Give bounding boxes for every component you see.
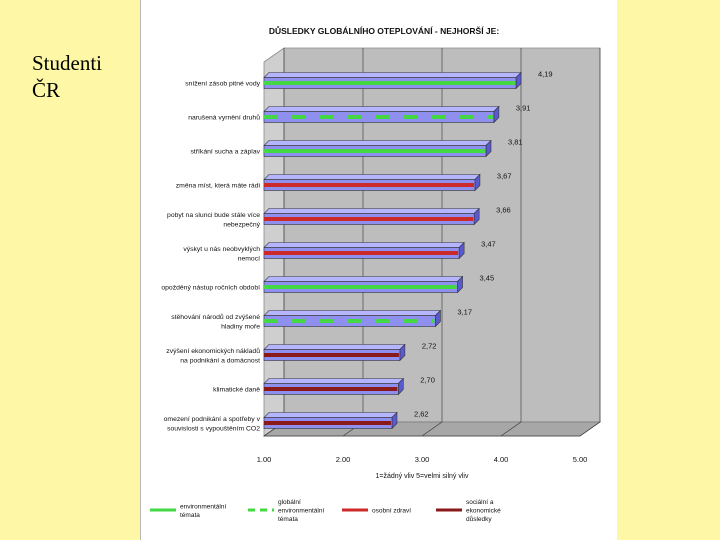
legend-label: důsledky xyxy=(466,515,492,523)
bar-value-label: 3,17 xyxy=(457,308,472,317)
bar-group: 3,66 pobyt na slunci bude stále více nebez… xyxy=(167,206,511,229)
bar-category-label: klimatické daně xyxy=(213,387,260,394)
bar-top xyxy=(263,310,442,316)
bar-group: 3,17 stěhování národů od zvýšené hladiny m… xyxy=(171,308,472,331)
x-gridline-floor xyxy=(421,421,443,437)
bar-group: 3,91 narušená vyrnění druhů xyxy=(188,104,531,124)
bar-group: 3,47 výskyt u nás neobvyklých nemocí xyxy=(183,240,495,263)
side-title-line-1: Studenti xyxy=(32,51,103,75)
bar-group: 4,19 snížení zásob pitné vody xyxy=(185,70,553,90)
bar-value-label: 3,67 xyxy=(497,172,512,181)
bar-category-label: nemocí xyxy=(238,255,260,262)
legend-label: globální xyxy=(278,499,301,506)
bar-group: 3,45 opožděný nástup ročních období xyxy=(161,274,495,294)
bar-value-label: 3,81 xyxy=(508,138,523,147)
bar-top xyxy=(263,344,406,350)
bar-category-label: nebezpečný xyxy=(223,221,260,228)
bar-group: 2,62 omezení podnikání a spotřeby v souvis… xyxy=(164,410,429,433)
legend-label: ekonomické xyxy=(466,508,501,515)
bar-top xyxy=(263,412,398,418)
x-tick-label: 5.00 xyxy=(573,455,588,464)
legend-label: témata xyxy=(278,516,298,523)
bar-category-label: opožděný nástup ročních období xyxy=(161,285,260,292)
bar-category-label: souvislosti s vypouštěním CO2 xyxy=(167,425,260,432)
bar-group: 3,81 stříkání sucha a záplav xyxy=(190,138,523,158)
bar-category-label: pobyt na slunci bude stále více xyxy=(167,212,260,219)
side-title: Studenti ČR xyxy=(32,50,102,104)
bar-value-label: 3,66 xyxy=(496,206,511,215)
bar-top xyxy=(263,242,465,248)
bar-top xyxy=(263,72,522,78)
legend-label: environmentální xyxy=(180,503,226,510)
bar-category-label: stěhování národů od zvýšené xyxy=(171,313,260,321)
bar-category-label: změna míst, která máte rádi xyxy=(176,183,261,190)
bar-value-label: 2,72 xyxy=(422,342,437,351)
legend-label: environmentální xyxy=(278,508,324,515)
bar-category-label: snížení zásob pitné vody xyxy=(185,81,260,88)
legend-label: sociální a xyxy=(466,499,494,506)
bar-value-label: 4,19 xyxy=(538,70,553,79)
bar-category-label: zvýšení ekonomických nákladů xyxy=(166,347,260,355)
bar-value-label: 3,91 xyxy=(516,104,531,113)
bar-top xyxy=(263,276,464,282)
x-axis: 1.00 2.00 3.00 4.00 5.00 xyxy=(257,455,588,464)
bar-top xyxy=(263,208,480,214)
legend-label: témata xyxy=(180,512,200,519)
bar-group: 3,67 změna míst, která máte rádi xyxy=(176,172,512,192)
bar-top xyxy=(263,378,405,384)
x-tick-label: 4.00 xyxy=(494,455,509,464)
bar-value-label: 3,45 xyxy=(480,274,495,283)
chart-title: DŮSLEDKY GLOBÁLNÍHO OTEPLOVÁNÍ - NEJHORŠ… xyxy=(269,25,499,36)
bar-value-label: 2,62 xyxy=(414,410,429,419)
bar-group: 2,72 zvýšení ekonomických nákladů na podni… xyxy=(166,342,436,365)
bar-category-label: na podnikání a domácnost xyxy=(180,357,260,364)
x-tick-label: 2.00 xyxy=(336,455,351,464)
legend: environmentálnítémataglobálníenvironment… xyxy=(150,499,501,523)
bar-top xyxy=(263,106,500,112)
x-tick-label: 1.00 xyxy=(257,455,272,464)
bar-category-label: výskyt u nás neobvyklých xyxy=(183,246,260,253)
bar-category-label: stříkání sucha a záplav xyxy=(190,149,260,156)
bars-group: 4,19 snížení zásob pitné vody 3,91 narušená… xyxy=(161,70,552,433)
bar-top xyxy=(263,174,481,180)
side-title-line-2: ČR xyxy=(32,78,61,102)
legend-label: osobní zdraví xyxy=(372,508,411,515)
x-tick-label: 3.00 xyxy=(415,455,430,464)
bar-category-label: omezení podnikání a spotřeby v xyxy=(164,416,261,423)
bar-value-label: 3,47 xyxy=(481,240,496,249)
bar-category-label: hladiny moře xyxy=(221,323,260,330)
legend-item: osobní zdraví xyxy=(342,508,411,515)
x-gridline-floor xyxy=(500,421,522,437)
bar-top xyxy=(263,140,492,146)
x-gridline-floor xyxy=(579,421,601,437)
bar-value-label: 2,70 xyxy=(420,376,435,385)
bar-group: 2,70 klimatické daně xyxy=(213,376,435,396)
x-axis-label: 1=žádný vliv 5=velmi silný vliv xyxy=(376,473,469,480)
legend-item: environmentální témata xyxy=(150,503,226,519)
bar-category-label: narušená vyrnění druhů xyxy=(188,114,260,122)
